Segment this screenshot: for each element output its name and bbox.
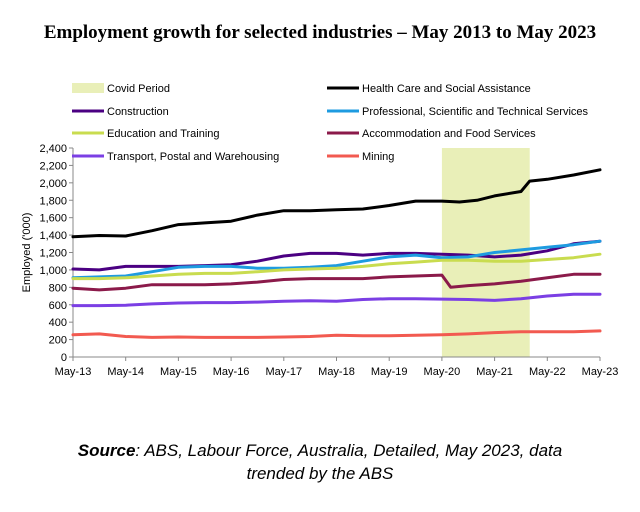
- legend-label: Construction: [107, 106, 169, 118]
- y-tick-label: 1,400: [39, 230, 67, 242]
- legend-label: Health Care and Social Assistance: [362, 83, 531, 95]
- x-tick-label: May-21: [476, 366, 513, 378]
- y-tick-label: 600: [49, 300, 67, 312]
- x-tick-label: May-15: [160, 366, 197, 378]
- y-tick-label: 2,400: [39, 143, 67, 155]
- x-tick-label: May-18: [318, 366, 355, 378]
- y-tick-label: 0: [61, 352, 67, 364]
- series-line: [71, 329, 602, 339]
- series-line: [71, 239, 602, 280]
- legend-label: Education and Training: [107, 128, 220, 140]
- line-chart: 0 200 400 600 800 1,000 1,200 1,400 1,600 1,800 2,…: [21, 83, 619, 378]
- series-line: [71, 239, 602, 272]
- x-tick-label: May-20: [424, 366, 461, 378]
- legend-label: Mining: [362, 151, 394, 163]
- y-tick-label: 1,000: [39, 265, 67, 277]
- y-tick-label: 2,200: [39, 160, 67, 172]
- source-text-1: : ABS, Labour Force, Australia, Detailed…: [135, 441, 563, 460]
- series-line: [71, 292, 602, 308]
- y-tick-label: 1,600: [39, 213, 67, 225]
- series-line: [71, 272, 602, 292]
- legend-label: Accommodation and Food Services: [362, 128, 536, 140]
- source-line-1: Source: ABS, Labour Force, Australia, De…: [0, 441, 640, 461]
- x-tick-label: May-14: [107, 366, 144, 378]
- legend-label: Covid Period: [107, 83, 170, 95]
- y-tick-label: 800: [49, 282, 67, 294]
- legend-swatch: [72, 83, 104, 93]
- x-tick-label: May-22: [529, 366, 566, 378]
- chart-title: Employment growth for selected industrie…: [43, 22, 597, 43]
- legend-label: Professional, Scientific and Technical S…: [362, 106, 589, 118]
- y-tick-label: 400: [49, 317, 67, 329]
- legend-label: Transport, Postal and Warehousing: [107, 151, 279, 163]
- source-line-2: trended by the ABS: [246, 464, 394, 483]
- y-tick-label: 1,800: [39, 195, 67, 207]
- x-tick-label: May-19: [371, 366, 408, 378]
- y-tick-label: 1,200: [39, 248, 67, 260]
- y-tick-label: 200: [49, 335, 67, 347]
- source-label: Source: [77, 441, 136, 460]
- x-tick-label: May-16: [213, 366, 250, 378]
- series-line: [71, 168, 602, 239]
- y-axis-title: Employed ('000): [21, 213, 33, 293]
- y-tick-label: 2,000: [39, 178, 67, 190]
- x-tick-label: May-23: [582, 366, 619, 378]
- x-tick-label: May-17: [265, 366, 302, 378]
- series-line: [71, 252, 602, 281]
- x-tick-label: May-13: [55, 366, 92, 378]
